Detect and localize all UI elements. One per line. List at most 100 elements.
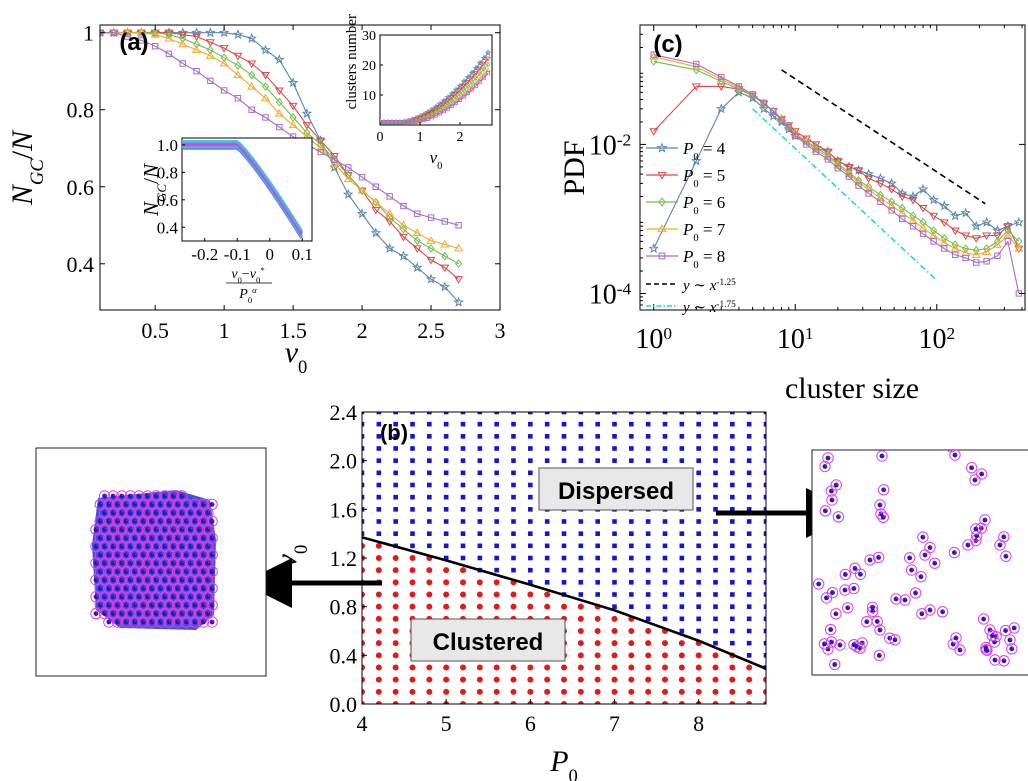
inset-point [441, 101, 447, 107]
clustered-point [544, 701, 551, 704]
dispersed-point [746, 640, 752, 646]
clustered-point [443, 591, 450, 598]
dispersed-point [645, 421, 651, 427]
dispersed-point [730, 446, 735, 451]
cell-center [940, 609, 945, 615]
cell-marker [915, 591, 918, 593]
cell-boundary [946, 450, 956, 453]
cell-center [965, 542, 971, 548]
clustered-point [426, 591, 433, 598]
cell-center [179, 577, 185, 583]
cell-center [851, 586, 857, 591]
cell-marker [156, 527, 159, 530]
cell-center [132, 602, 138, 608]
pdf-point [1004, 226, 1012, 235]
cell-center [119, 544, 125, 549]
cell-center [997, 542, 1003, 548]
dispersed-point [645, 580, 651, 585]
data-point [441, 218, 449, 225]
dispersed-point [629, 580, 634, 585]
clustered-point [392, 591, 399, 598]
cell-center [115, 586, 120, 591]
clustered-point [392, 567, 399, 574]
cell-marker [152, 552, 154, 555]
clustered-point [712, 676, 719, 683]
dispersed-point [376, 519, 382, 524]
inset-y-tick-label: 10 [362, 89, 376, 104]
cell-center [145, 544, 151, 549]
cell-marker [147, 594, 150, 597]
cell-marker [113, 578, 116, 580]
cell-marker [160, 502, 163, 505]
cell-center [832, 662, 838, 667]
inset-point [409, 119, 415, 125]
clustered-point [544, 688, 551, 695]
cell-marker [195, 502, 197, 505]
cell-marker [921, 611, 924, 614]
cell-marker [164, 494, 167, 496]
pdf-point [855, 175, 863, 185]
cell-marker [836, 483, 839, 485]
dispersed-point [763, 494, 766, 500]
clustered-point [362, 615, 365, 622]
data-point [205, 27, 216, 38]
dispersed-point [443, 531, 449, 536]
data-point [233, 52, 243, 61]
cell-marker [121, 561, 124, 564]
inset-point [425, 113, 431, 119]
dispersed-point [662, 458, 668, 463]
dispersed-point [662, 592, 668, 597]
cell-marker [109, 519, 111, 522]
dispersed-point [645, 412, 651, 415]
cell-center [166, 518, 172, 524]
pdf-point [691, 155, 702, 166]
cell-center [93, 544, 99, 549]
cell-center [145, 510, 151, 516]
dispersed-point [393, 519, 398, 524]
cell-center [205, 510, 211, 516]
inset-point [461, 94, 467, 99]
cell-marker [134, 502, 137, 505]
inset-y-tick-label: 20 [362, 59, 376, 74]
cell-marker [96, 527, 98, 530]
clustered-point [426, 664, 433, 671]
y-axis-label-c: PDF [558, 140, 591, 195]
cell-marker [981, 526, 984, 529]
clustered-point [375, 652, 382, 659]
data-point [234, 61, 242, 70]
dispersed-point [528, 507, 533, 512]
dispersed-point [410, 519, 415, 524]
cell-center [879, 453, 885, 459]
clustered-point [577, 615, 584, 622]
cell-marker [207, 611, 210, 614]
dispersed-point [696, 628, 701, 634]
cell-center [115, 552, 120, 558]
cell-marker [190, 544, 193, 547]
inset-point [417, 119, 423, 124]
x-tick-label: 2 [357, 318, 368, 343]
cell-marker [113, 494, 116, 496]
cell-marker [847, 605, 850, 608]
clustered-point [426, 676, 433, 683]
cell-boundary [954, 644, 966, 656]
pdf-point [888, 207, 895, 214]
panel-a-series [100, 27, 464, 307]
legend-marker [656, 142, 668, 153]
cell-center [880, 514, 886, 520]
dispersed-point [511, 507, 516, 512]
clustered-label-box [410, 618, 566, 662]
cell-center [952, 452, 958, 458]
cell-marker [143, 519, 146, 522]
dispersed-point [460, 519, 466, 524]
data-point [248, 106, 255, 113]
cell-marker [960, 648, 962, 650]
cell-boundary [832, 511, 845, 523]
dispersed-point [427, 421, 432, 427]
cell-marker [975, 538, 978, 541]
dispersed-point [362, 494, 365, 500]
cell-marker [212, 502, 215, 505]
cell-marker [195, 603, 197, 606]
cell-center [149, 586, 155, 591]
inset-x-label: v0 [430, 148, 443, 172]
